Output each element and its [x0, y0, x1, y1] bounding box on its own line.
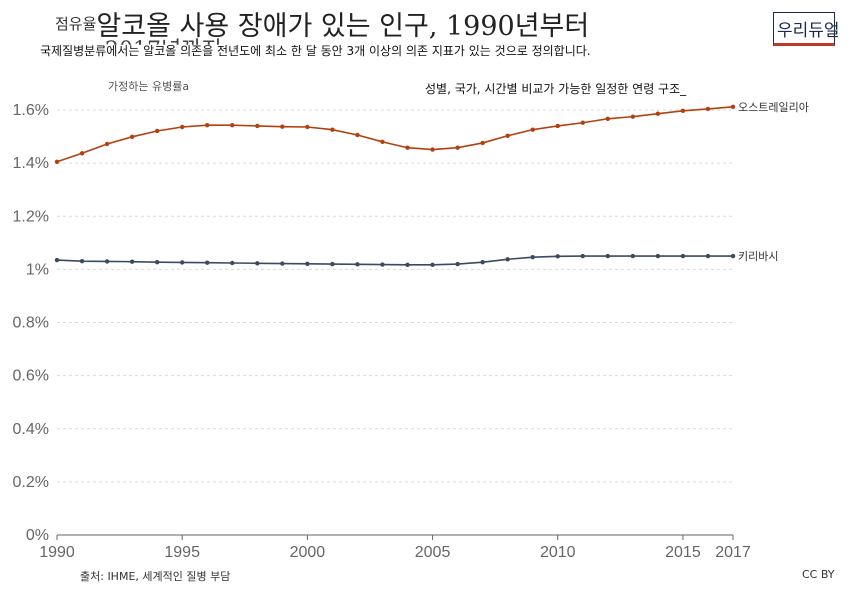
data-point — [505, 133, 510, 138]
series-line — [56, 106, 734, 163]
logo-text: 우리듀얼 — [777, 21, 840, 41]
y-tick-label: 0% — [26, 527, 49, 544]
data-point — [79, 151, 85, 156]
license-link[interactable]: CC BY — [802, 568, 835, 581]
data-point — [355, 262, 360, 267]
logo-frame — [773, 12, 835, 46]
data-point — [730, 104, 736, 110]
x-tick-label: 2015 — [665, 544, 701, 561]
data-point — [555, 123, 560, 129]
data-point — [480, 140, 485, 146]
data-point — [305, 261, 310, 266]
y-tick-label: 0.6% — [13, 368, 49, 385]
data-point — [380, 262, 385, 267]
data-point — [179, 260, 185, 265]
source-note[interactable]: 출처: IHME, 세계적인 질병 부담 — [80, 570, 231, 583]
title-main: 알코올 사용 장애가 있는 인구, 1990년부터 — [96, 11, 590, 42]
y-tick-label: 1.2% — [13, 208, 49, 225]
data-point — [205, 122, 210, 128]
data-point — [255, 261, 260, 266]
data-point — [54, 159, 60, 164]
data-point — [380, 139, 385, 145]
x-tick-label: 1995 — [164, 544, 200, 561]
data-point — [405, 262, 410, 268]
y-tick-label: 1.4% — [13, 155, 49, 172]
y-tick-label: 1% — [26, 261, 49, 278]
data-point — [705, 253, 711, 259]
data-point — [330, 127, 335, 132]
data-point — [255, 123, 260, 129]
y-tick-label: 0.2% — [13, 474, 49, 491]
data-point — [530, 254, 535, 260]
data-point — [129, 259, 135, 264]
data-point — [179, 124, 185, 130]
data-point — [104, 259, 110, 264]
data-point — [505, 257, 510, 262]
data-point — [205, 260, 210, 265]
data-point — [655, 253, 661, 259]
data-point — [430, 262, 435, 268]
data-point — [730, 253, 736, 259]
chart-subtitle: 국제질병분류에서는 알코올 의존을 전년도에 최소 한 달 동안 3개 이상의 … — [40, 44, 591, 58]
series-label: 키리바시 — [738, 250, 778, 263]
chart-title: 점유율알코올 사용 장애가 있는 인구, 1990년부터 — [55, 4, 589, 43]
data-point — [330, 261, 335, 267]
data-point — [355, 132, 360, 138]
series-line — [56, 255, 733, 266]
data-point — [129, 134, 135, 140]
series-label: 오스트레일리아 — [738, 100, 809, 114]
data-point — [655, 111, 661, 116]
data-point — [630, 114, 636, 119]
x-tick-label: 2017 — [715, 544, 751, 561]
title-prefix: 점유율 — [55, 15, 97, 33]
data-point — [630, 253, 636, 259]
x-tick-label: 2005 — [415, 544, 451, 561]
data-point — [555, 254, 560, 259]
data-point — [605, 253, 611, 259]
data-point — [480, 260, 485, 265]
y-tick-label: 1.6% — [13, 102, 49, 119]
annotation-right: 성별, 국가, 시간별 비교가 가능한 일정한 연령 구조_ — [425, 82, 687, 96]
data-point — [430, 147, 435, 152]
data-point — [104, 141, 110, 147]
x-tick-label: 2010 — [540, 544, 576, 561]
data-point — [405, 145, 410, 150]
data-point — [79, 258, 85, 264]
data-point — [154, 260, 160, 265]
data-point — [580, 253, 585, 259]
annotation-left: 가정하는 유병률a — [108, 80, 190, 93]
data-point — [230, 122, 235, 128]
y-tick-label: 0.4% — [13, 421, 49, 438]
data-point — [305, 124, 310, 130]
data-point — [455, 145, 460, 150]
data-point — [605, 116, 611, 121]
data-point — [280, 124, 285, 129]
y-tick-label: 0.8% — [13, 315, 49, 332]
data-point — [455, 261, 460, 267]
data-point — [154, 128, 160, 134]
data-point — [280, 261, 285, 266]
title-year: 2017년까지 — [105, 38, 222, 63]
x-tick-label: 1990 — [39, 544, 75, 561]
data-point — [580, 120, 585, 125]
data-point — [680, 253, 686, 259]
x-tick-label: 2000 — [290, 544, 326, 561]
data-point — [530, 127, 535, 132]
data-point — [705, 106, 711, 112]
data-point — [230, 260, 235, 266]
data-point — [680, 108, 686, 113]
data-point — [54, 257, 60, 263]
brand-logo[interactable]: 우리듀얼 — [773, 12, 840, 48]
